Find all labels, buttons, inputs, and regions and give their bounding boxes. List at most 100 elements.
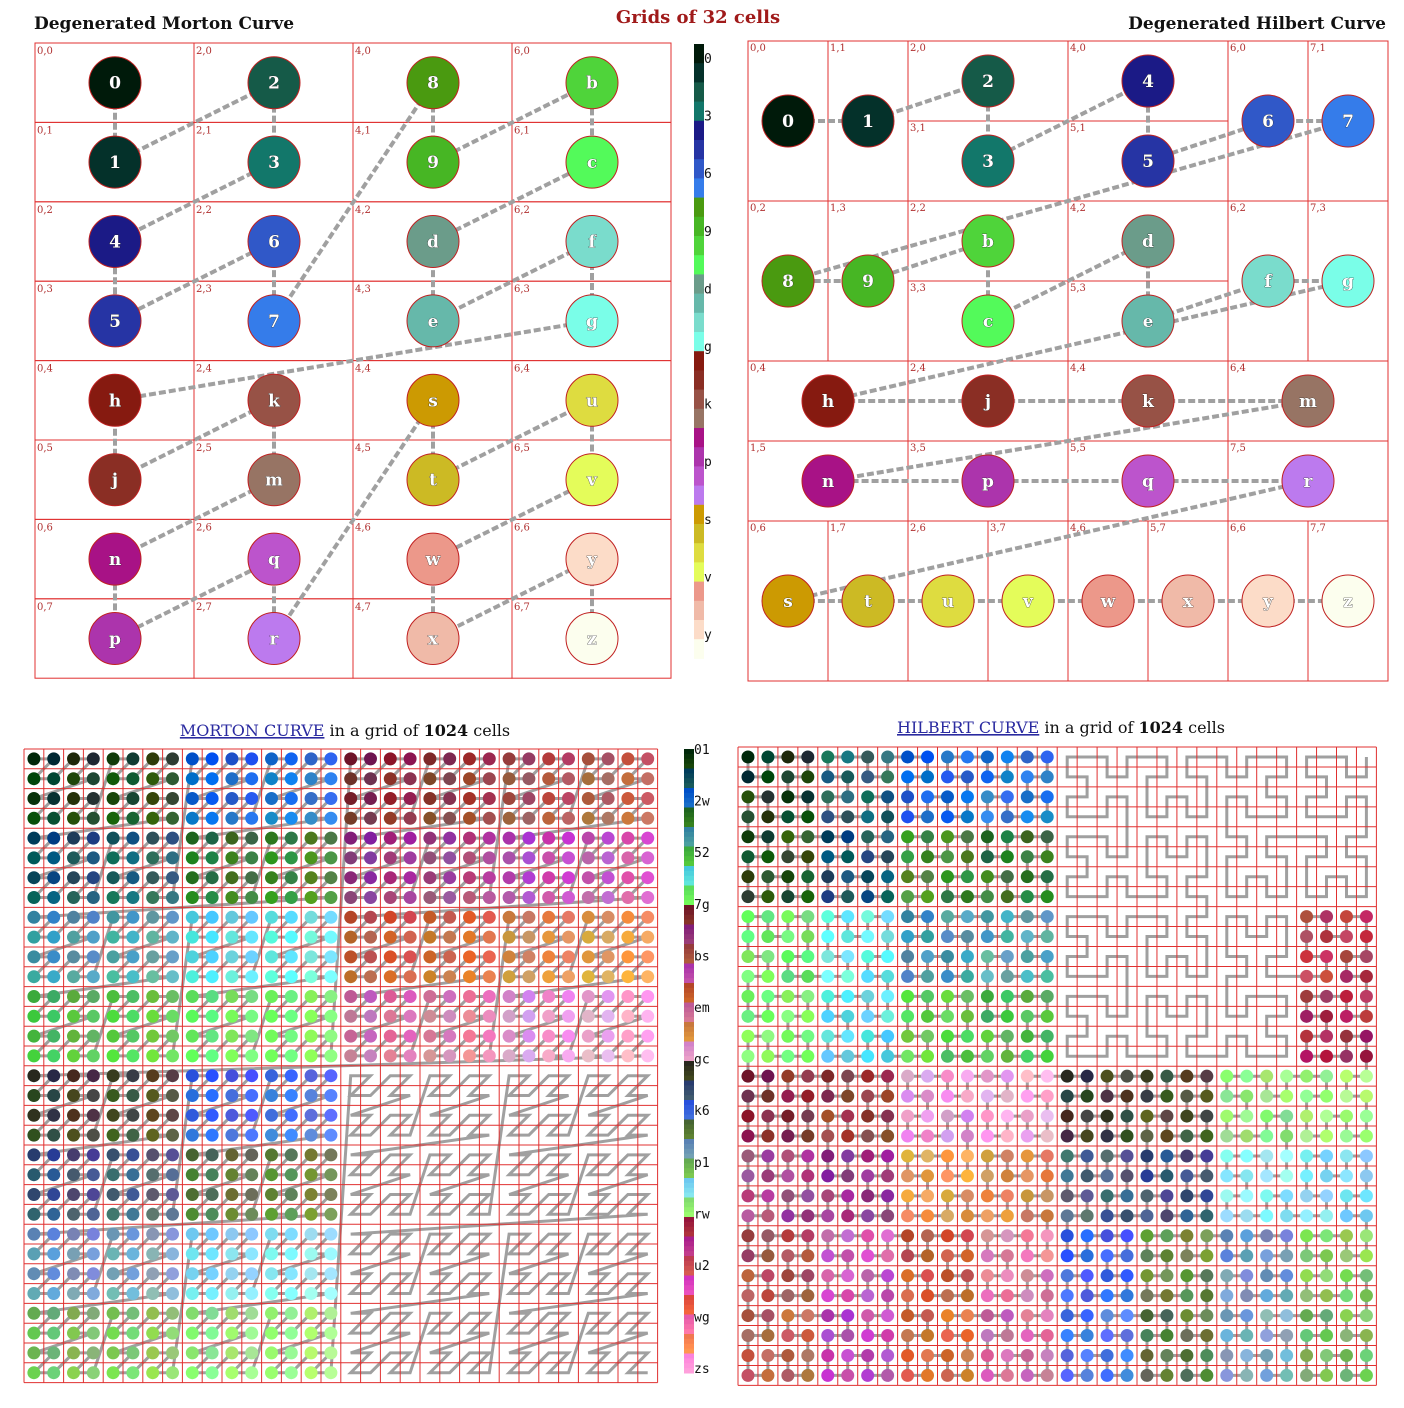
cell-coord: 4,2 xyxy=(355,205,371,216)
cell-dot xyxy=(940,810,954,824)
cell-dot xyxy=(821,830,835,844)
cell-dot xyxy=(47,1188,61,1201)
cell-dot xyxy=(881,870,895,884)
cell-dot xyxy=(1240,1269,1254,1283)
cell-dot xyxy=(126,930,140,944)
node-circle xyxy=(565,532,619,586)
cell-dot xyxy=(265,1346,278,1360)
cell-coord: 7,3 xyxy=(1310,203,1326,214)
cell-coord: 1,7 xyxy=(830,523,846,534)
cell-dot xyxy=(1260,1069,1274,1083)
cell-dot xyxy=(522,930,536,944)
cell-dot xyxy=(861,949,875,963)
cell-dot xyxy=(1240,1229,1254,1243)
cell-dot xyxy=(980,1169,994,1183)
cell-dot xyxy=(1020,1129,1034,1143)
cell-dot xyxy=(1359,1348,1373,1362)
cell-dot xyxy=(284,1148,298,1162)
cell-dot xyxy=(562,1009,575,1023)
cell-dot xyxy=(1240,1329,1254,1343)
legend-swatch xyxy=(684,807,694,813)
cell-dot xyxy=(86,1287,100,1300)
cell-dot xyxy=(1100,1329,1114,1343)
cell-dot xyxy=(265,1247,278,1261)
cell-dot xyxy=(1220,1209,1234,1223)
legend-swatch xyxy=(684,866,694,872)
cell-dot xyxy=(960,1368,974,1382)
cell-dot xyxy=(940,790,954,804)
cell-dot xyxy=(443,792,457,805)
cell-dot xyxy=(1300,1368,1314,1382)
cell-dot xyxy=(284,792,298,805)
cell-dot xyxy=(1280,1329,1294,1343)
cell-dot xyxy=(1359,910,1373,924)
cell-dot xyxy=(1180,1329,1194,1343)
cell-dot xyxy=(1339,1129,1353,1143)
hilbert-link[interactable]: HILBERT CURVE xyxy=(897,718,1039,737)
cell-dot xyxy=(601,970,615,984)
legend-swatch xyxy=(684,963,694,969)
cell-dot xyxy=(185,970,199,984)
cell-dot xyxy=(1280,1209,1294,1223)
cell-dot xyxy=(621,891,635,904)
cell-dot xyxy=(1220,1289,1234,1303)
cell-dot xyxy=(1339,949,1353,963)
cell-dot xyxy=(980,1029,994,1043)
cell-dot xyxy=(761,1069,775,1083)
cell-dot xyxy=(86,1089,100,1102)
cell-dot xyxy=(960,1129,974,1143)
cell-dot xyxy=(861,750,875,764)
cell-dot xyxy=(1020,1189,1034,1203)
cell-dot xyxy=(1000,1089,1014,1103)
legend-swatch xyxy=(684,924,694,930)
cell-dot xyxy=(205,1306,219,1320)
legend-swatch xyxy=(684,1285,694,1291)
cell-dot xyxy=(86,1306,100,1320)
cell-dot xyxy=(344,1049,358,1063)
cell-dot xyxy=(861,770,875,784)
cell-dot xyxy=(821,1049,835,1063)
cell-dot xyxy=(1260,1329,1274,1343)
cell-dot xyxy=(781,850,795,864)
cell-coord: 6,6 xyxy=(1230,523,1246,534)
cell-dot xyxy=(86,910,100,924)
cell-dot xyxy=(940,1169,954,1183)
cell-dot xyxy=(1000,930,1014,944)
cell-dot xyxy=(1160,1249,1174,1263)
cell-dot xyxy=(781,969,795,983)
cell-dot xyxy=(522,811,536,825)
morton-link[interactable]: MORTON CURVE xyxy=(180,721,325,740)
cell-dot xyxy=(960,989,974,1003)
cell-dot xyxy=(324,1267,338,1281)
legend-label: 7g xyxy=(694,898,710,913)
cell-dot xyxy=(761,969,775,983)
cell-dot xyxy=(1100,1129,1114,1143)
cell-coord: 6,2 xyxy=(1230,203,1246,214)
cell-dot xyxy=(185,1267,199,1281)
cell-dot xyxy=(304,970,318,984)
cell-dot xyxy=(1200,1309,1214,1323)
node-label: p xyxy=(982,472,994,492)
cell-dot xyxy=(205,1128,219,1142)
cell-dot xyxy=(443,891,457,904)
cell-dot xyxy=(1040,1348,1054,1362)
cell-dot xyxy=(324,1049,338,1063)
node-label: 6 xyxy=(1262,112,1274,132)
node-label: r xyxy=(270,630,280,650)
cell-dot xyxy=(1320,1229,1334,1243)
cell-coord: 2,6 xyxy=(910,523,926,534)
cell-dot xyxy=(67,1267,80,1281)
cell-dot xyxy=(344,910,358,924)
cell-dot xyxy=(881,969,895,983)
cell-dot xyxy=(364,752,377,766)
cell-dot xyxy=(881,770,895,784)
cell-dot xyxy=(601,752,615,766)
cell-dot xyxy=(1260,1348,1274,1362)
cell-dot xyxy=(1260,1089,1274,1103)
legend-swatch xyxy=(694,524,704,544)
cell-dot xyxy=(1020,910,1034,924)
node-label: v xyxy=(1022,592,1034,612)
cell-dot xyxy=(881,1169,895,1183)
cell-dot xyxy=(166,1029,179,1043)
cell-dot xyxy=(1080,1149,1094,1163)
